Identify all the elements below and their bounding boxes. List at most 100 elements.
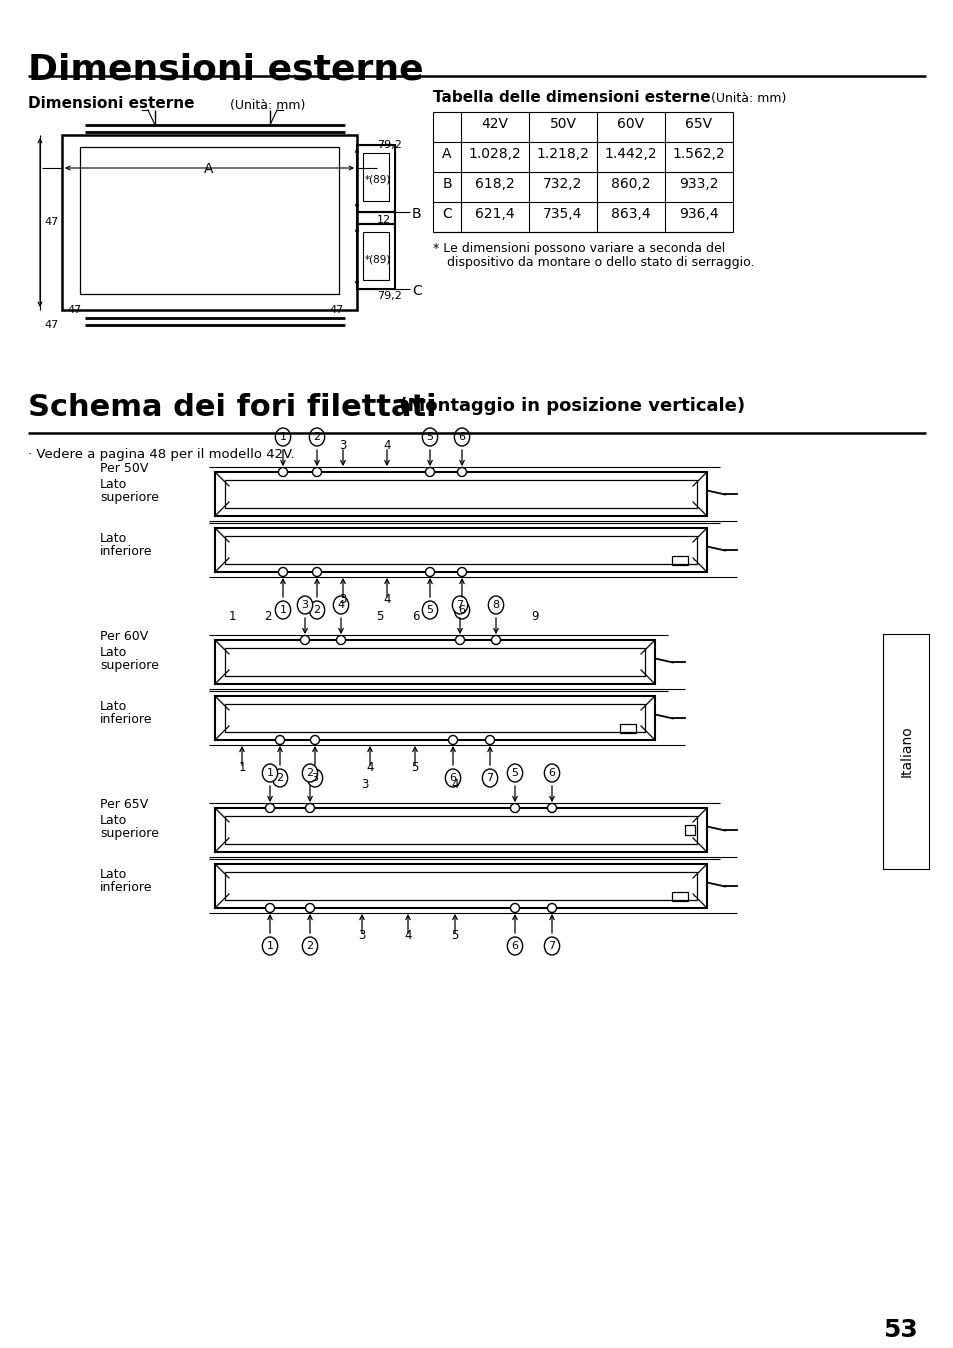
Text: Tabella delle dimensioni esterne: Tabella delle dimensioni esterne (433, 90, 710, 105)
Ellipse shape (422, 601, 437, 619)
Ellipse shape (309, 429, 324, 446)
Circle shape (265, 803, 274, 813)
Text: 65V: 65V (684, 117, 712, 131)
Text: inferiore: inferiore (100, 713, 152, 727)
Text: Dimensioni esterne: Dimensioni esterne (28, 53, 423, 86)
Text: 9: 9 (531, 611, 538, 623)
Text: 4: 4 (404, 929, 412, 942)
Text: 1.028,2: 1.028,2 (468, 147, 521, 160)
Ellipse shape (275, 601, 291, 619)
Ellipse shape (507, 937, 522, 954)
Text: 47: 47 (67, 305, 81, 315)
Circle shape (310, 736, 319, 744)
Bar (684, 825, 695, 834)
Bar (225, 537, 697, 563)
Ellipse shape (454, 429, 469, 446)
Ellipse shape (262, 937, 277, 954)
Text: 1.442,2: 1.442,2 (604, 147, 657, 160)
Bar (356, 146, 395, 212)
Text: Italiano: Italiano (899, 725, 912, 778)
Text: 6: 6 (412, 611, 419, 623)
Text: 7: 7 (548, 941, 555, 950)
Ellipse shape (309, 601, 324, 619)
Ellipse shape (333, 596, 348, 613)
Bar (225, 704, 644, 732)
Text: 4: 4 (383, 593, 391, 607)
Ellipse shape (272, 768, 288, 787)
Text: 1: 1 (238, 762, 246, 774)
Bar (214, 807, 706, 852)
Bar (356, 212, 395, 224)
Bar (225, 480, 697, 508)
Text: 6: 6 (449, 772, 456, 783)
Circle shape (457, 468, 466, 476)
Ellipse shape (302, 764, 317, 782)
Text: 3: 3 (358, 929, 365, 942)
Circle shape (510, 803, 519, 813)
Text: Lato: Lato (100, 814, 127, 828)
Circle shape (485, 736, 494, 744)
Text: 79,2: 79,2 (376, 291, 401, 301)
Text: · Vedere a pagina 48 per il modello 42V.: · Vedere a pagina 48 per il modello 42V. (28, 448, 294, 461)
Ellipse shape (297, 596, 313, 613)
Text: 4: 4 (383, 439, 391, 452)
Circle shape (313, 468, 321, 476)
Text: 2: 2 (314, 605, 320, 615)
Text: (Montaggio in posizione verticale): (Montaggio in posizione verticale) (393, 398, 744, 415)
Text: 2: 2 (276, 772, 283, 783)
Text: 5: 5 (411, 762, 418, 774)
Ellipse shape (482, 768, 497, 787)
Ellipse shape (454, 601, 469, 619)
Bar (363, 232, 389, 280)
Bar (80, 147, 338, 294)
Text: 53: 53 (882, 1318, 917, 1343)
Bar (214, 864, 706, 909)
Ellipse shape (307, 768, 322, 787)
Text: superiore: superiore (100, 491, 159, 504)
Circle shape (491, 635, 500, 644)
Bar (363, 154, 389, 201)
Text: 47: 47 (329, 305, 343, 315)
Text: 1: 1 (266, 768, 274, 778)
Circle shape (305, 903, 314, 913)
Ellipse shape (445, 768, 460, 787)
Text: A: A (442, 147, 452, 160)
Circle shape (313, 568, 321, 577)
Text: 3: 3 (339, 593, 346, 607)
Text: 60V: 60V (617, 117, 644, 131)
Bar (225, 648, 644, 675)
Circle shape (275, 736, 284, 744)
Text: Per 60V: Per 60V (100, 630, 148, 643)
Circle shape (448, 736, 457, 744)
Text: Per 65V: Per 65V (100, 798, 148, 811)
Text: 2: 2 (314, 431, 320, 442)
Text: 1: 1 (266, 941, 274, 950)
Text: 7: 7 (456, 600, 463, 611)
Text: Lato: Lato (100, 646, 127, 659)
Text: Lato: Lato (100, 700, 127, 713)
Ellipse shape (302, 937, 317, 954)
Ellipse shape (422, 429, 437, 446)
Text: 6: 6 (458, 605, 465, 615)
Text: 47: 47 (44, 319, 58, 330)
Bar (671, 892, 687, 900)
Text: 47: 47 (44, 217, 58, 226)
Text: 2: 2 (306, 941, 314, 950)
Text: 79,2: 79,2 (376, 140, 401, 150)
Circle shape (278, 568, 287, 577)
Text: B: B (442, 177, 452, 191)
Text: superiore: superiore (100, 828, 159, 840)
Text: 42V: 42V (481, 117, 508, 131)
Text: 3: 3 (312, 772, 318, 783)
Text: superiore: superiore (100, 659, 159, 673)
Text: 621,4: 621,4 (475, 208, 515, 221)
Text: *(89): *(89) (365, 175, 391, 185)
Text: (Unità: mm): (Unità: mm) (710, 92, 785, 105)
Ellipse shape (452, 596, 467, 613)
Text: C: C (412, 284, 421, 298)
Text: 5: 5 (375, 611, 383, 623)
Text: 12: 12 (376, 214, 391, 225)
Text: 936,4: 936,4 (679, 208, 718, 221)
Text: 933,2: 933,2 (679, 177, 718, 191)
Bar (671, 555, 687, 565)
